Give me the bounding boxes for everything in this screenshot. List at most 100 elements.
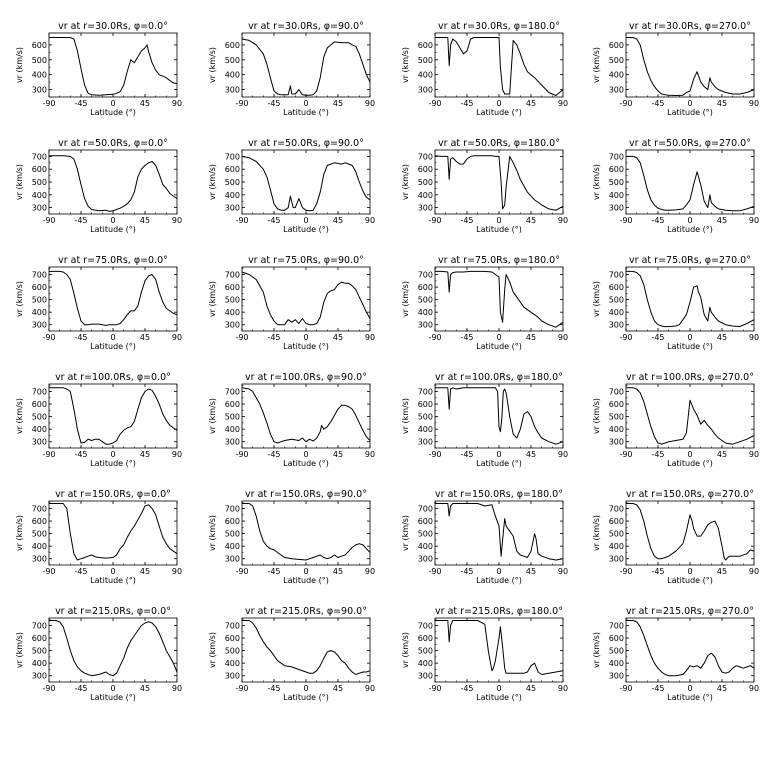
x-tick-label: 45 (526, 684, 536, 693)
x-tick-label: -90 (235, 567, 248, 576)
x-tick-label: 90 (365, 99, 375, 108)
y-tick-label: 600 (32, 283, 47, 292)
x-tick-label: 90 (749, 216, 759, 225)
y-tick-label: 300 (609, 555, 624, 564)
x-tick-label: -45 (74, 567, 87, 576)
subplot-title: vr at r=30.0Rs, φ=90.0° (248, 21, 364, 32)
vr-series-line (49, 270, 178, 326)
x-axis-label: Latitude (°) (667, 342, 713, 351)
y-tick-label: 300 (418, 555, 433, 564)
x-tick-label: -45 (267, 333, 280, 342)
x-tick-label: 0 (303, 567, 308, 576)
y-tick-label: 400 (609, 71, 624, 80)
y-tick-label: 400 (609, 425, 624, 434)
y-tick-label: 700 (609, 152, 624, 161)
x-tick-label: 45 (140, 450, 150, 459)
y-tick-label: 600 (418, 634, 433, 643)
y-tick-label: 600 (609, 165, 624, 174)
y-tick-label: 300 (418, 438, 433, 447)
y-axis-label: vr (km/s) (208, 281, 217, 317)
y-tick-label: 300 (225, 672, 240, 681)
y-tick-label: 300 (418, 672, 433, 681)
y-tick-label: 500 (225, 647, 240, 656)
x-tick-label: -90 (42, 216, 55, 225)
y-axis-label: vr (km/s) (15, 515, 24, 551)
x-tick-label: 0 (110, 450, 115, 459)
subplot-r75.0-phi0.0: vr at r=75.0Rs, φ=0.0° -90 -45 0 45 90 Latitud… (15, 255, 182, 351)
y-tick-label: 700 (32, 152, 47, 161)
y-axis-label: vr (km/s) (401, 281, 410, 317)
y-tick-label: 500 (225, 296, 240, 305)
x-tick-label: -45 (651, 684, 664, 693)
y-tick-label: 400 (418, 425, 433, 434)
x-tick-label: -90 (42, 450, 55, 459)
y-tick-label: 700 (225, 388, 240, 397)
y-axis-label: vr (km/s) (401, 164, 410, 200)
y-tick-label: 300 (609, 204, 624, 213)
x-tick-label: 45 (333, 567, 343, 576)
x-tick-label: 45 (526, 450, 536, 459)
x-tick-label: -45 (651, 333, 664, 342)
y-tick-label: 400 (225, 308, 240, 317)
plot-frame (625, 383, 755, 449)
y-axis-label: vr (km/s) (592, 632, 601, 668)
x-tick-label: -45 (460, 450, 473, 459)
x-axis-label: Latitude (°) (667, 576, 713, 585)
x-tick-label: -45 (460, 567, 473, 576)
subplot-title: vr at r=100.0Rs, φ=0.0° (55, 372, 171, 383)
x-tick-label: -45 (651, 450, 664, 459)
x-tick-label: 90 (172, 99, 182, 108)
x-tick-label: -90 (428, 450, 441, 459)
x-tick-label: 45 (717, 216, 727, 225)
subplot-r215.0-phi90.0: vr at r=215.0Rs, φ=90.0° -90 -45 0 45 90 Latit… (208, 606, 375, 702)
subplot-title: vr at r=50.0Rs, φ=180.0° (438, 138, 560, 149)
x-tick-label: -90 (619, 333, 632, 342)
x-tick-label: 90 (749, 567, 759, 576)
x-tick-label: -90 (428, 216, 441, 225)
subplot-r150.0-phi90.0: vr at r=150.0Rs, φ=90.0° -90 -45 0 45 90 Latit… (208, 489, 375, 585)
x-tick-label: 90 (558, 99, 568, 108)
x-tick-label: -90 (235, 450, 248, 459)
y-tick-label: 500 (32, 530, 47, 539)
y-tick-label: 400 (32, 659, 47, 668)
x-tick-label: 0 (303, 450, 308, 459)
subplot-r50.0-phi270.0: vr at r=50.0Rs, φ=270.0° -90 -45 0 45 90 Latit… (592, 138, 759, 234)
vr-series-line (49, 387, 178, 445)
x-tick-label: -45 (267, 99, 280, 108)
y-tick-label: 400 (225, 425, 240, 434)
y-tick-label: 400 (225, 191, 240, 200)
x-tick-label: 0 (687, 216, 692, 225)
x-tick-label: -90 (235, 684, 248, 693)
plot-frame (48, 617, 178, 683)
subplot-title: vr at r=100.0Rs, φ=180.0° (435, 372, 563, 383)
vr-series-line (626, 37, 755, 96)
x-tick-label: 90 (365, 450, 375, 459)
y-axis-label: vr (km/s) (208, 398, 217, 434)
y-tick-label: 500 (225, 413, 240, 422)
x-tick-label: 45 (717, 684, 727, 693)
x-tick-label: 45 (333, 684, 343, 693)
y-tick-label: 600 (609, 283, 624, 292)
x-tick-label: 45 (717, 567, 727, 576)
y-axis-label: vr (km/s) (401, 632, 410, 668)
plot-frame (241, 32, 371, 98)
x-tick-label: -90 (235, 99, 248, 108)
y-tick-label: 400 (32, 308, 47, 317)
vr-series-line (435, 620, 564, 675)
x-tick-label: -45 (651, 567, 664, 576)
y-tick-label: 700 (225, 622, 240, 631)
x-tick-label: 0 (496, 450, 501, 459)
x-tick-label: 0 (496, 99, 501, 108)
x-axis-label: Latitude (°) (283, 576, 329, 585)
y-tick-label: 300 (609, 438, 624, 447)
y-tick-label: 400 (225, 659, 240, 668)
x-tick-label: 45 (140, 684, 150, 693)
plot-frame (625, 266, 755, 332)
y-tick-label: 500 (418, 296, 433, 305)
x-axis-label: Latitude (°) (667, 459, 713, 468)
plot-frame (625, 500, 755, 566)
x-tick-label: 0 (110, 333, 115, 342)
y-tick-label: 400 (32, 71, 47, 80)
x-tick-label: -45 (267, 216, 280, 225)
x-tick-label: 90 (365, 567, 375, 576)
